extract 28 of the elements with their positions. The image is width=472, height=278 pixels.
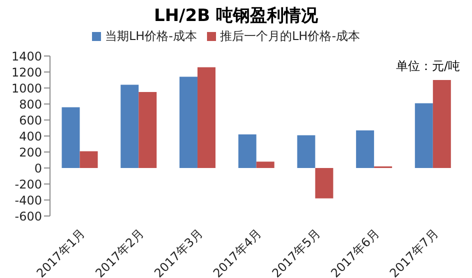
chart-title: LH/2B 吨钢盈利情况 (153, 5, 319, 27)
bar (80, 151, 98, 168)
bar (414, 103, 433, 168)
bar (138, 92, 157, 168)
y-tick-label: 1000 (11, 81, 42, 96)
legend-label: 推后一个月的LH价格-成本 (220, 29, 360, 43)
y-tick-label: 400 (19, 129, 42, 144)
bar (238, 134, 256, 168)
y-tick-label: 200 (19, 145, 42, 160)
annotation: 单位：元/吨 (396, 58, 460, 75)
y-tick-label: 800 (19, 97, 42, 112)
y-tick-label: 1200 (11, 65, 42, 80)
bar (179, 76, 198, 168)
bar (256, 162, 274, 168)
bar (297, 135, 316, 168)
legend-label: 当期LH价格-成本 (104, 29, 197, 43)
bar (197, 67, 216, 168)
y-tick-label: -600 (14, 209, 42, 224)
y-tick-label: -200 (14, 177, 42, 192)
y-tick-label: 1400 (11, 49, 42, 64)
bar (62, 107, 80, 168)
y-tick-label: 600 (19, 113, 42, 128)
bar (315, 168, 334, 198)
y-tick-label: -400 (14, 193, 42, 208)
bar (120, 84, 139, 168)
bar (356, 130, 374, 168)
bar (432, 80, 451, 168)
y-tick-label: 0 (34, 161, 42, 176)
